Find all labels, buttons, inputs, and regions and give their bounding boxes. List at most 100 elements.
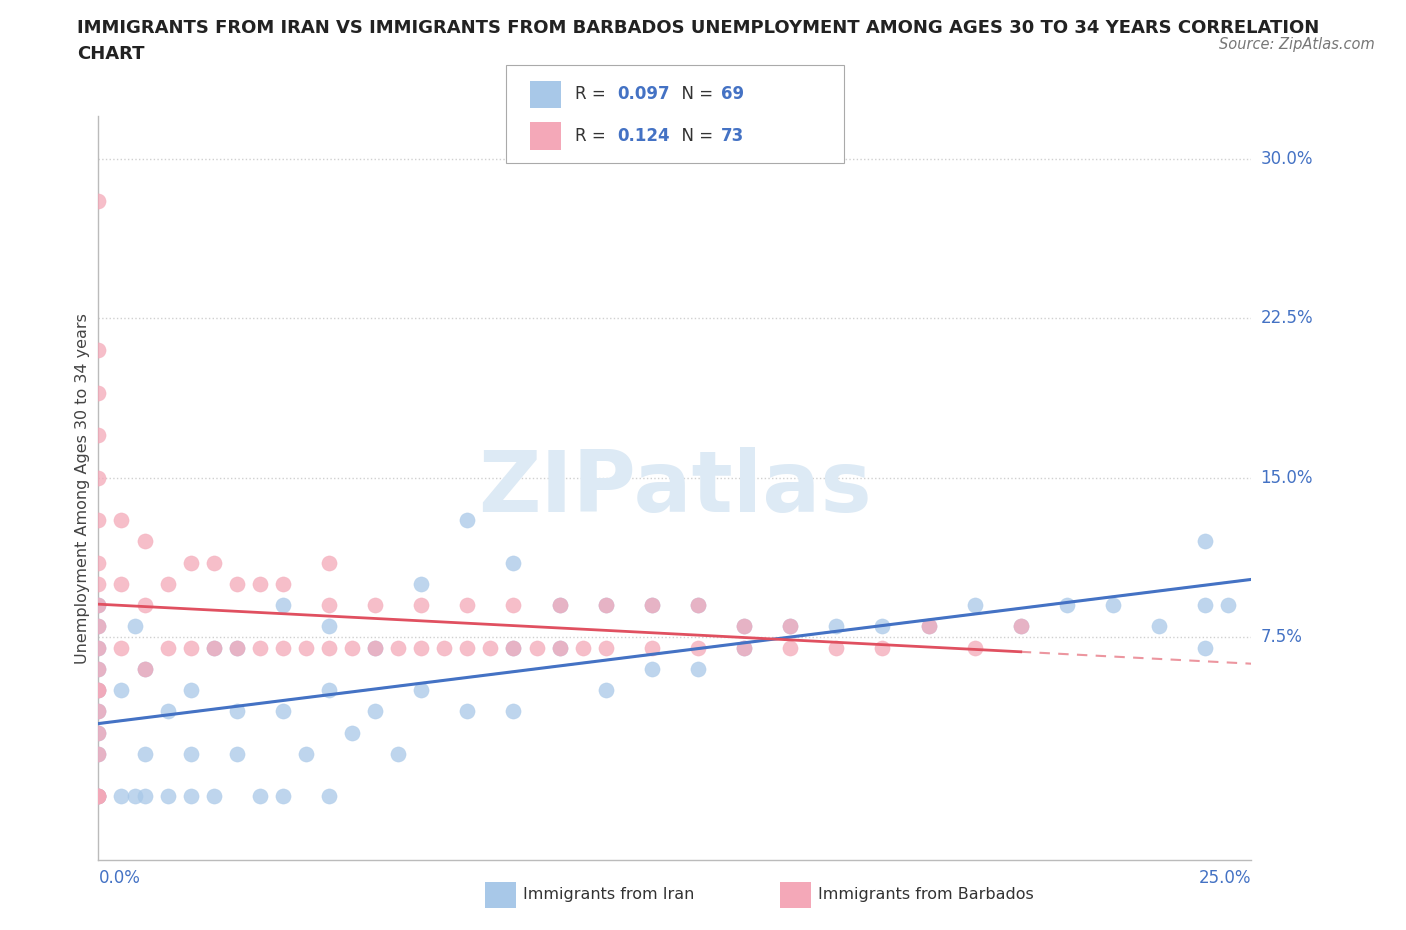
- Point: [1056, 598, 1078, 613]
- Point: [502, 640, 524, 655]
- Point: [364, 640, 387, 655]
- Point: [87, 555, 110, 570]
- Point: [595, 683, 617, 698]
- Text: 25.0%: 25.0%: [1199, 869, 1251, 886]
- Point: [641, 661, 664, 676]
- Point: [548, 598, 571, 613]
- Point: [124, 789, 146, 804]
- Point: [271, 577, 294, 591]
- Point: [110, 789, 132, 804]
- Point: [502, 640, 524, 655]
- Point: [526, 640, 548, 655]
- Point: [225, 640, 247, 655]
- Point: [641, 598, 664, 613]
- Point: [180, 683, 202, 698]
- Point: [87, 193, 110, 208]
- Point: [87, 661, 110, 676]
- Point: [87, 512, 110, 527]
- Point: [595, 640, 617, 655]
- Text: Source: ZipAtlas.com: Source: ZipAtlas.com: [1219, 37, 1375, 52]
- Point: [134, 661, 156, 676]
- Point: [872, 619, 894, 634]
- Point: [202, 640, 225, 655]
- Point: [271, 789, 294, 804]
- Point: [686, 598, 709, 613]
- Point: [502, 598, 524, 613]
- Point: [156, 789, 179, 804]
- Text: 22.5%: 22.5%: [1261, 309, 1313, 327]
- Point: [686, 598, 709, 613]
- Point: [340, 725, 363, 740]
- Point: [318, 683, 340, 698]
- Point: [134, 598, 156, 613]
- Point: [202, 789, 225, 804]
- Point: [87, 640, 110, 655]
- Point: [318, 598, 340, 613]
- Point: [225, 747, 247, 762]
- Point: [87, 789, 110, 804]
- Point: [411, 598, 433, 613]
- Point: [1194, 534, 1216, 549]
- Point: [872, 640, 894, 655]
- Text: 0.097: 0.097: [617, 86, 669, 103]
- Point: [318, 640, 340, 655]
- Point: [502, 555, 524, 570]
- Point: [87, 683, 110, 698]
- Point: [411, 640, 433, 655]
- Point: [87, 471, 110, 485]
- Point: [87, 789, 110, 804]
- Point: [1194, 598, 1216, 613]
- Point: [502, 704, 524, 719]
- Point: [779, 619, 801, 634]
- Point: [364, 640, 387, 655]
- Point: [225, 640, 247, 655]
- Point: [134, 661, 156, 676]
- Text: N =: N =: [671, 86, 718, 103]
- Point: [295, 747, 318, 762]
- Point: [917, 619, 939, 634]
- Point: [963, 640, 986, 655]
- Point: [87, 789, 110, 804]
- Point: [87, 342, 110, 357]
- Point: [963, 598, 986, 613]
- Point: [1147, 619, 1170, 634]
- Point: [340, 640, 363, 655]
- Point: [134, 789, 156, 804]
- Point: [456, 704, 478, 719]
- Point: [156, 704, 179, 719]
- Point: [456, 598, 478, 613]
- Point: [318, 789, 340, 804]
- Point: [87, 704, 110, 719]
- Point: [110, 577, 132, 591]
- Point: [225, 704, 247, 719]
- Point: [318, 555, 340, 570]
- Point: [124, 619, 146, 634]
- Point: [917, 619, 939, 634]
- Text: 7.5%: 7.5%: [1261, 628, 1302, 646]
- Point: [686, 661, 709, 676]
- Point: [641, 640, 664, 655]
- Point: [733, 640, 755, 655]
- Point: [548, 640, 571, 655]
- Point: [548, 640, 571, 655]
- Text: R =: R =: [575, 127, 612, 145]
- Point: [1010, 619, 1032, 634]
- Point: [87, 747, 110, 762]
- Point: [779, 619, 801, 634]
- Point: [1102, 598, 1125, 613]
- Point: [271, 598, 294, 613]
- Point: [156, 640, 179, 655]
- Text: 73: 73: [721, 127, 745, 145]
- Point: [202, 555, 225, 570]
- Text: CHART: CHART: [77, 45, 145, 62]
- Point: [271, 704, 294, 719]
- Point: [87, 725, 110, 740]
- Point: [548, 598, 571, 613]
- Point: [387, 640, 409, 655]
- Y-axis label: Unemployment Among Ages 30 to 34 years: Unemployment Among Ages 30 to 34 years: [75, 312, 90, 664]
- Point: [87, 747, 110, 762]
- Point: [87, 428, 110, 443]
- Point: [318, 619, 340, 634]
- Point: [456, 512, 478, 527]
- Point: [595, 598, 617, 613]
